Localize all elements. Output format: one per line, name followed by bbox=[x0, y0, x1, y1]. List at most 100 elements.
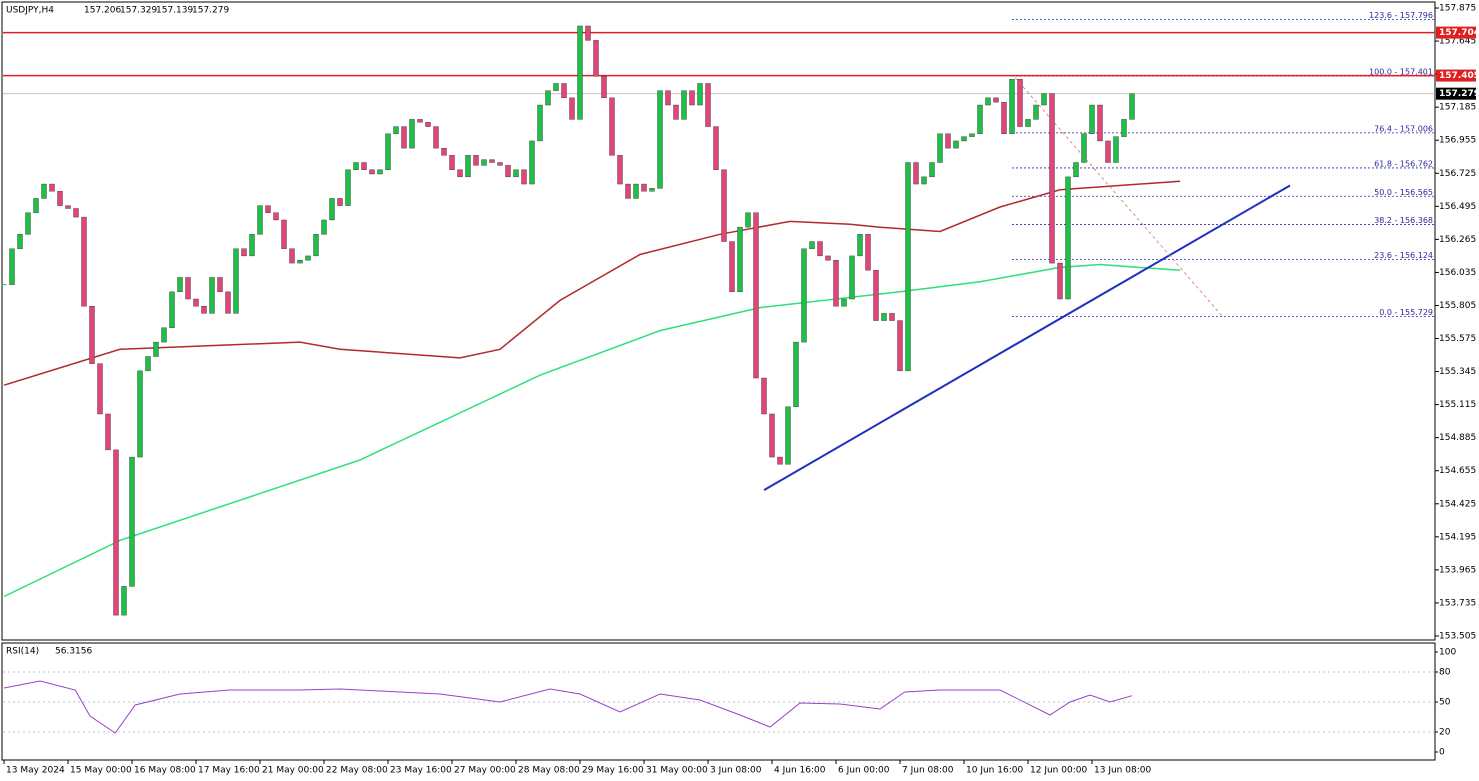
candle bbox=[633, 183, 639, 199]
candle bbox=[937, 133, 943, 163]
rsi-last: 56.3156 bbox=[55, 647, 92, 657]
candle bbox=[657, 90, 663, 189]
y-tick-label: 156.265 bbox=[1439, 235, 1476, 245]
candle bbox=[793, 341, 799, 407]
candle bbox=[769, 413, 775, 458]
candle bbox=[89, 305, 95, 364]
candle bbox=[273, 212, 279, 221]
y-tick-label: 154.655 bbox=[1439, 466, 1476, 476]
x-tick-label: 27 May 00:00 bbox=[454, 766, 516, 776]
candle bbox=[97, 363, 103, 415]
candle bbox=[521, 169, 527, 185]
x-tick-label: 15 May 00:00 bbox=[70, 766, 132, 776]
candle bbox=[345, 169, 351, 206]
quote-open: 157.206 bbox=[84, 6, 121, 16]
rsi-tick-label: 50 bbox=[1439, 698, 1451, 708]
x-tick-label: 6 Jun 00:00 bbox=[838, 766, 890, 776]
x-tick-label: 7 Jun 08:00 bbox=[902, 766, 954, 776]
candle bbox=[905, 162, 911, 372]
candle bbox=[1001, 101, 1007, 134]
candle bbox=[185, 277, 191, 300]
candle bbox=[1073, 162, 1079, 178]
candle bbox=[489, 159, 495, 163]
x-tick-label: 21 May 00:00 bbox=[262, 766, 324, 776]
candle bbox=[105, 413, 111, 451]
candle bbox=[673, 104, 679, 120]
candle bbox=[57, 191, 63, 206]
x-tick-label: 23 May 16:00 bbox=[390, 766, 452, 776]
candle bbox=[1065, 176, 1071, 300]
candle bbox=[1121, 119, 1127, 137]
candle bbox=[33, 198, 39, 213]
y-tick-label: 156.725 bbox=[1439, 169, 1476, 179]
candle bbox=[873, 270, 879, 321]
fib-diagonal bbox=[1014, 77, 1223, 317]
x-tick-label: 13 May 2024 bbox=[6, 766, 65, 776]
x-tick-label: 13 Jun 08:00 bbox=[1094, 766, 1151, 776]
candle bbox=[49, 183, 55, 192]
y-tick-label: 153.735 bbox=[1439, 598, 1476, 608]
candle bbox=[953, 140, 959, 149]
candle bbox=[169, 291, 175, 328]
y-tick-label: 154.885 bbox=[1439, 433, 1476, 443]
candle bbox=[1129, 93, 1135, 120]
candle bbox=[593, 40, 599, 77]
candle bbox=[505, 165, 511, 178]
candle bbox=[81, 216, 87, 307]
candle bbox=[665, 90, 671, 106]
x-tick-label: 4 Jun 16:00 bbox=[774, 766, 826, 776]
candle bbox=[401, 126, 407, 149]
candle bbox=[9, 248, 15, 285]
candle bbox=[977, 104, 983, 134]
x-tick-label: 16 May 08:00 bbox=[134, 766, 196, 776]
rsi-line bbox=[3, 680, 1133, 734]
candle bbox=[545, 90, 551, 106]
fib-label: 0.0 - 155.729 bbox=[1379, 308, 1433, 317]
candle bbox=[993, 97, 999, 103]
fib-label: 76.4 - 157.006 bbox=[1374, 124, 1433, 133]
candle bbox=[473, 155, 479, 166]
candle bbox=[929, 162, 935, 178]
candle bbox=[921, 176, 927, 185]
candle bbox=[881, 313, 887, 321]
candle bbox=[497, 162, 503, 166]
candle bbox=[265, 205, 271, 213]
candle bbox=[1113, 136, 1119, 163]
candle bbox=[697, 83, 703, 106]
y-tick-label: 155.805 bbox=[1439, 301, 1476, 311]
y-tick-label: 153.965 bbox=[1439, 565, 1476, 575]
candle bbox=[617, 155, 623, 185]
candle bbox=[817, 241, 823, 257]
candle bbox=[529, 140, 535, 185]
moving-average bbox=[3, 263, 1181, 598]
fib-label: 50.0 - 156.565 bbox=[1374, 188, 1433, 197]
candle bbox=[425, 122, 431, 127]
candle bbox=[225, 291, 231, 314]
candle bbox=[649, 188, 655, 192]
y-tick-label: 155.345 bbox=[1439, 367, 1476, 377]
candle bbox=[153, 341, 159, 357]
candle bbox=[417, 119, 423, 123]
candle bbox=[361, 162, 367, 170]
candle bbox=[297, 260, 303, 264]
candle bbox=[337, 198, 343, 206]
candle bbox=[65, 205, 71, 209]
y-tick-label: 157.875 bbox=[1439, 4, 1476, 14]
candle bbox=[969, 133, 975, 137]
level-price: 157.704 bbox=[1439, 28, 1479, 38]
candle bbox=[857, 234, 863, 257]
symbol: USDJPY,H4 bbox=[6, 6, 54, 16]
quote-high: 157.329 bbox=[120, 6, 157, 16]
candle bbox=[585, 25, 591, 41]
candle bbox=[329, 198, 335, 221]
candle bbox=[609, 97, 615, 156]
current-price: 157.279 bbox=[1439, 89, 1479, 99]
candle bbox=[289, 248, 295, 264]
candle bbox=[841, 298, 847, 307]
candle bbox=[729, 241, 735, 293]
candle bbox=[41, 183, 47, 199]
rsi-tick-label: 0 bbox=[1439, 748, 1445, 758]
y-tick-label: 155.115 bbox=[1439, 400, 1476, 410]
candle bbox=[449, 155, 455, 170]
rsi-name: RSI(14) bbox=[6, 647, 39, 657]
